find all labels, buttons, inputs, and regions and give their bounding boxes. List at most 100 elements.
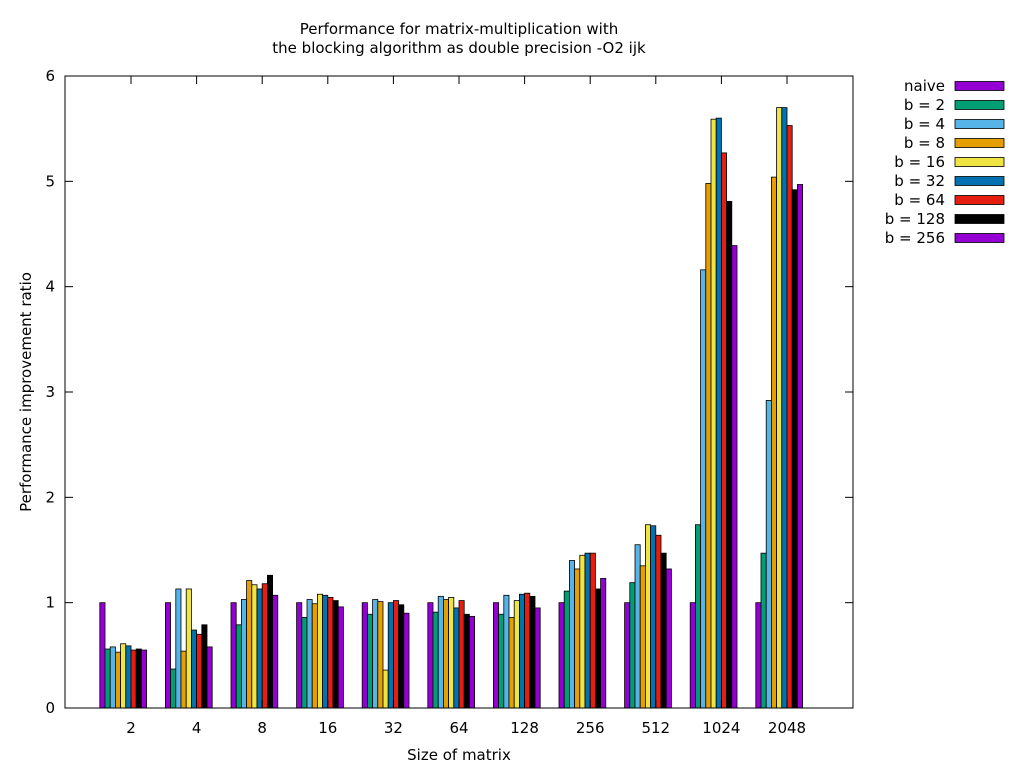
bar <box>791 189 798 709</box>
legend-label: naive <box>904 77 945 95</box>
legend-label: b = 2 <box>904 96 945 114</box>
x-tick-label: 256 <box>576 719 605 737</box>
bar <box>115 651 122 709</box>
bar <box>301 617 308 709</box>
bar <box>180 650 187 709</box>
bar <box>332 600 339 709</box>
x-axis-label: Size of matrix <box>407 746 511 764</box>
bar <box>442 599 449 709</box>
bar <box>468 615 475 709</box>
bar <box>432 611 439 709</box>
bar <box>715 117 722 709</box>
bar <box>689 602 696 709</box>
bar <box>448 597 455 709</box>
x-tick-label: 2048 <box>768 719 806 737</box>
bar <box>563 590 570 709</box>
legend-swatch <box>954 233 1005 243</box>
bar <box>437 595 444 709</box>
bar <box>781 107 788 709</box>
bar <box>765 400 772 709</box>
bar <box>558 602 565 709</box>
bar <box>387 602 394 709</box>
x-tick-label: 512 <box>641 719 670 737</box>
legend-label: b = 32 <box>894 172 945 190</box>
bar <box>639 565 646 709</box>
bar <box>760 552 767 709</box>
y-tick-label: 6 <box>45 67 55 85</box>
y-tick-label: 0 <box>45 699 55 717</box>
bar <box>246 580 253 709</box>
x-tick-label: 16 <box>318 719 337 737</box>
bar <box>266 574 273 709</box>
bar <box>201 624 208 709</box>
bar <box>306 599 313 709</box>
bar <box>726 200 733 709</box>
chart-title-line-2: the blocking algorithm as double precisi… <box>272 39 646 57</box>
bar <box>377 601 384 709</box>
legend-swatch <box>954 195 1005 205</box>
legend-label: b = 64 <box>894 191 945 209</box>
legend-label: b = 16 <box>894 153 945 171</box>
bar <box>190 629 197 709</box>
bar <box>584 552 591 709</box>
bar <box>427 602 434 709</box>
x-tick-label: 4 <box>192 719 202 737</box>
bar <box>503 594 510 709</box>
bar <box>574 568 581 709</box>
bar <box>109 646 116 709</box>
bar <box>337 606 344 709</box>
bar <box>170 668 177 709</box>
bar <box>771 176 778 709</box>
bar <box>508 617 515 709</box>
bar <box>665 568 672 709</box>
bar <box>240 599 247 709</box>
bar <box>372 599 379 709</box>
bar <box>529 595 536 709</box>
bar <box>776 107 783 709</box>
legend-swatch <box>954 81 1005 91</box>
x-tick-label: 1024 <box>702 719 740 737</box>
bar <box>99 602 106 709</box>
bar <box>296 602 303 709</box>
bar <box>498 613 505 709</box>
bar <box>695 524 702 709</box>
x-tick-label: 128 <box>510 719 539 737</box>
bar <box>534 607 541 709</box>
bar <box>185 588 192 709</box>
bar <box>519 593 526 709</box>
bar <box>458 600 465 709</box>
bar <box>104 648 111 709</box>
bar <box>175 588 182 709</box>
x-tick-label: 8 <box>257 719 267 737</box>
bar <box>797 184 804 709</box>
bar <box>392 600 399 709</box>
bar <box>624 602 631 709</box>
bar <box>579 554 586 709</box>
bar <box>235 624 242 709</box>
bar <box>569 560 576 709</box>
y-tick-label: 1 <box>45 594 55 612</box>
bar <box>700 269 707 709</box>
bar <box>316 593 323 709</box>
legend-swatch <box>954 176 1005 186</box>
bar <box>322 594 329 709</box>
bar <box>492 602 499 709</box>
bar <box>398 604 405 709</box>
bar <box>650 525 657 709</box>
bar <box>463 613 470 709</box>
y-axis-label: Performance improvement ratio <box>17 272 35 512</box>
bar <box>705 183 712 709</box>
bar <box>595 588 602 709</box>
bar <box>272 594 279 709</box>
bar <box>366 613 373 709</box>
y-tick-label: 2 <box>45 488 55 506</box>
bar <box>634 544 641 709</box>
bar <box>125 645 132 709</box>
legend-swatch <box>954 214 1005 224</box>
chart-title-line-1: Performance for matrix-multiplication wi… <box>299 20 619 38</box>
legend-label: b = 4 <box>904 115 945 133</box>
bar <box>164 602 171 709</box>
bar <box>261 583 268 709</box>
legend-swatch <box>954 138 1005 148</box>
